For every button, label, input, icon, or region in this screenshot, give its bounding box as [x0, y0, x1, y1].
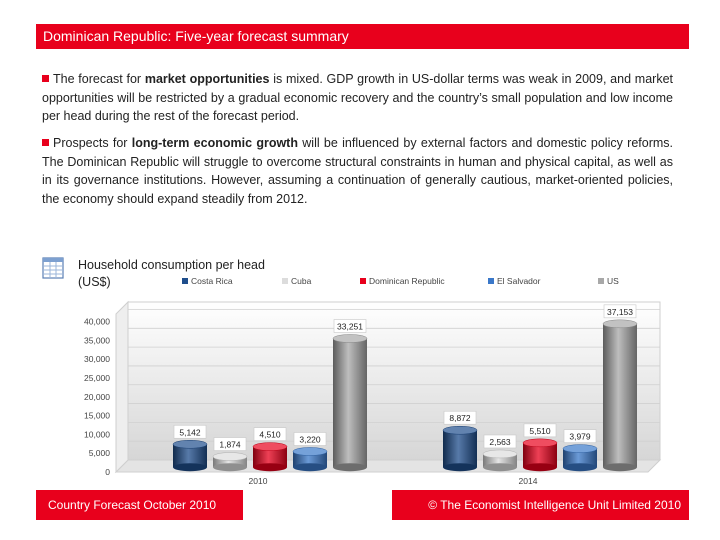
legend-label: US [607, 276, 619, 286]
x-tick-label: 2014 [519, 476, 538, 484]
bar [253, 446, 287, 468]
data-label-box [253, 427, 287, 441]
footer-right: © The Economist Intelligence Unit Limite… [392, 490, 689, 520]
footer-left-text: Country Forecast October 2010 [48, 498, 217, 512]
data-label: 3,979 [569, 432, 591, 442]
bar [603, 323, 637, 468]
plot-side-wall [115, 300, 129, 474]
y-tick-label: 0 [105, 467, 110, 477]
data-label: 3,220 [299, 434, 321, 444]
bar-base [253, 463, 287, 472]
table-icon [42, 257, 64, 279]
y-tick-label: 25,000 [84, 373, 110, 383]
footer-right-text: © The Economist Intelligence Unit Limite… [428, 498, 681, 512]
legend-label: Costa Rica [191, 276, 233, 286]
paragraph-text-post: is mixed. GDP growth in US-dollar terms … [42, 72, 673, 123]
data-label: 5,510 [529, 426, 551, 436]
bar-cap [482, 449, 518, 459]
legend-swatch [182, 278, 188, 284]
bar [293, 451, 327, 468]
legend-label: Dominican Republic [369, 276, 445, 286]
footer-left: Country Forecast October 2010 [36, 490, 243, 520]
data-label-box [333, 319, 367, 333]
bar-cap [252, 442, 288, 451]
data-label-box [483, 434, 517, 449]
bar [443, 430, 477, 468]
title-bar: Dominican Republic: Five-year forecast s… [36, 24, 689, 49]
paragraph-market-opportunities: The forecast for market opportunities is… [42, 70, 673, 126]
data-label: 2,563 [489, 437, 511, 447]
legend-swatch [360, 278, 366, 284]
chart-title-block: Household consumption per head (US$) [78, 257, 265, 291]
legend-label: El Salvador [497, 276, 541, 286]
bar [563, 448, 597, 468]
bar-cap [562, 444, 598, 453]
data-label-box [293, 432, 327, 446]
bar-base [523, 463, 557, 472]
y-tick-label: 5,000 [89, 448, 111, 458]
paragraph-text-bold: long-term economic growth [131, 136, 298, 150]
legend-swatch [488, 278, 494, 284]
bar-base [173, 463, 207, 472]
y-tick-label: 20,000 [84, 392, 110, 402]
data-label: 4,510 [259, 430, 281, 440]
legend-label: Cuba [291, 276, 312, 286]
paragraph-text-pre: The forecast for [53, 72, 145, 86]
paragraph-text-bold: market opportunities [144, 72, 270, 86]
legend-swatch [282, 278, 288, 284]
paragraph-long-term-growth: Prospects for long-term economic growth … [42, 134, 673, 208]
legend-swatch [598, 278, 604, 284]
y-tick-label: 35,000 [84, 335, 110, 345]
bar-cap [172, 440, 208, 449]
bar-base [293, 463, 327, 472]
bar-base [443, 463, 477, 472]
data-label-box [603, 304, 637, 319]
bar-base [213, 463, 247, 472]
data-label-box [213, 437, 247, 451]
bar [333, 338, 367, 468]
data-label: 33,251 [337, 322, 363, 332]
data-label-box [563, 429, 597, 443]
bar [213, 456, 247, 468]
bar-base [603, 463, 637, 472]
bar [173, 444, 207, 468]
bar-cap [602, 319, 638, 329]
bar-base [563, 463, 597, 472]
bar-cap [442, 425, 478, 435]
data-label-box [523, 423, 557, 438]
bullet-icon [42, 139, 49, 146]
household-consumption-chart: 0 5,000 10,000 15,000 20,000 25,000 30,000 35,0… [84, 276, 662, 484]
chart-unit: (US$) [78, 275, 111, 289]
bar-cap [212, 452, 248, 461]
bar-base [483, 463, 517, 472]
bar-cap [522, 438, 558, 448]
data-label-box [173, 424, 207, 439]
chart-title: Household consumption per head [78, 258, 265, 272]
paragraph-text-post: will be influenced by external factors a… [42, 136, 673, 206]
x-tick-label: 2010 [249, 476, 268, 484]
y-tick-label: 10,000 [84, 429, 110, 439]
y-tick-label: 40,000 [84, 317, 110, 327]
data-label: 8,872 [449, 413, 471, 423]
page-title: Dominican Republic: Five-year forecast s… [43, 28, 349, 44]
data-label: 5,142 [179, 427, 201, 437]
data-label: 1,874 [219, 440, 241, 450]
y-tick-label: 30,000 [84, 354, 110, 364]
bar-cap [332, 334, 368, 343]
bullet-icon [42, 75, 49, 82]
y-tick-label: 15,000 [84, 411, 110, 421]
data-label: 37,153 [607, 307, 633, 317]
data-label-box [443, 410, 477, 425]
bar-cap [292, 447, 328, 456]
bar-base [333, 463, 367, 472]
paragraph-text-pre: Prospects for [53, 136, 132, 150]
